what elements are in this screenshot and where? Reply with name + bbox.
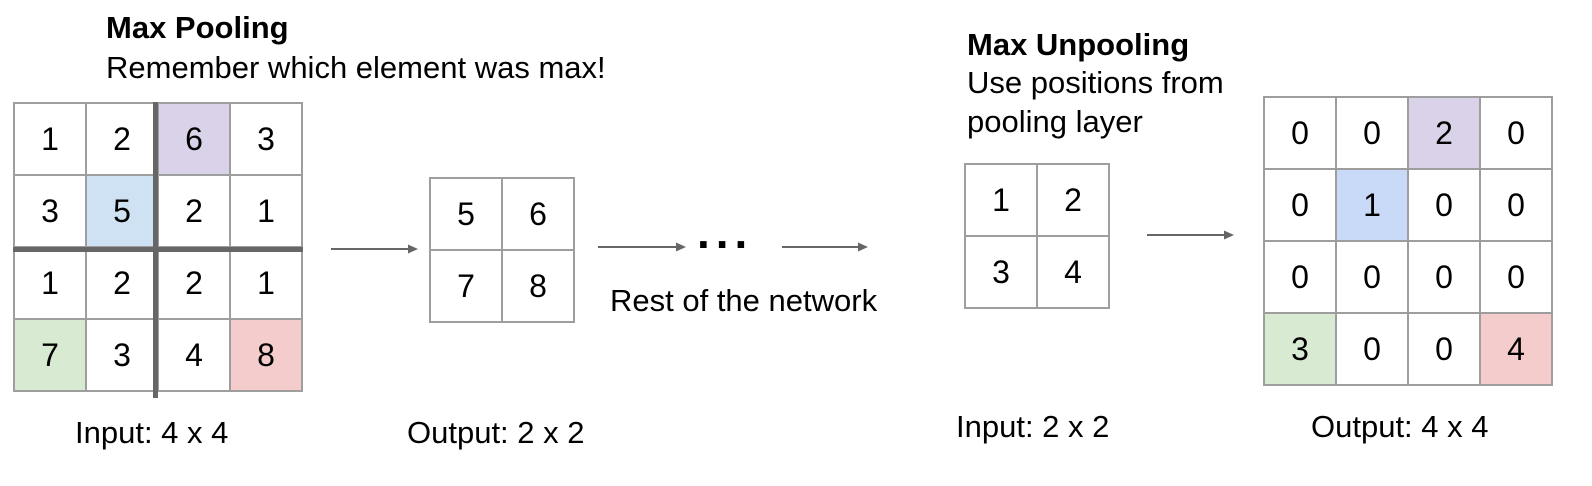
pooling-output-cell: 7 [431,251,503,323]
unpooling-output-cell: 0 [1481,98,1553,170]
unpooling-input-cell: 3 [966,237,1038,309]
pooling-input-cell: 1 [15,104,87,176]
unpooling-output-cell: 0 [1481,170,1553,242]
unpooling-output-cell: 0 [1481,242,1553,314]
max-pooling-subtitle: Remember which element was max! [106,50,606,85]
unpooling-output-label: Output: 4 x 4 [1311,409,1489,444]
unpooling-output-cell: 0 [1265,242,1337,314]
pooling-output-cell: 8 [503,251,575,323]
pooling-input-cell: 7 [15,320,87,392]
pooling-output-cell: 6 [503,179,575,251]
arrow-output-to-dots [598,242,686,252]
unpooling-input-label: Input: 2 x 2 [956,409,1110,444]
pooling-input-cell: 2 [87,248,159,320]
arrow-dots-to-network [782,242,868,252]
unpooling-output-cell: 0 [1265,170,1337,242]
max-unpooling-subtitle-line1: Use positions from [967,65,1224,100]
unpooling-output-cell: 1 [1337,170,1409,242]
rest-of-network-label: Rest of the network [610,283,878,318]
arrow-pool-to-output [331,244,418,254]
unpooling-output-cell: 0 [1265,98,1337,170]
max-unpooling-subtitle-line2: pooling layer [967,104,1143,139]
unpooling-output-cell: 0 [1337,314,1409,386]
unpooling-input-cell: 2 [1038,165,1110,237]
pooling-input-cell: 6 [159,104,231,176]
pooling-output-label: Output: 2 x 2 [407,415,585,450]
pooling-input-cell: 4 [159,320,231,392]
unpooling-input-cell: 1 [966,165,1038,237]
unpooling-output-cell: 0 [1337,242,1409,314]
unpooling-output-cell: 4 [1481,314,1553,386]
max-unpooling-title: Max Unpooling [967,27,1190,62]
unpooling-output-cell: 3 [1265,314,1337,386]
pooling-input-cell: 8 [231,320,303,392]
pooling-input-cell: 5 [87,176,159,248]
unpooling-output-cell: 0 [1409,314,1481,386]
unpooling-output-cell: 0 [1409,170,1481,242]
pooling-input-cell: 2 [87,104,159,176]
pooling-input-cell: 2 [159,248,231,320]
arrow-unpool-to-output [1147,230,1234,240]
pooling-input-cell: 3 [231,104,303,176]
pooling-input-cell: 3 [87,320,159,392]
max-pooling-title: Max Pooling [106,10,289,45]
pooling-input-cell: 1 [231,248,303,320]
unpooling-input-cell: 4 [1038,237,1110,309]
pooling-input-cell: 1 [15,248,87,320]
pooling-horizontal-divider [13,247,303,252]
unpooling-output-cell: 2 [1409,98,1481,170]
unpooling-output-cell: 0 [1337,98,1409,170]
unpooling-output-cell: 0 [1409,242,1481,314]
pooling-output-cell: 5 [431,179,503,251]
pooling-input-label: Input: 4 x 4 [75,415,229,450]
